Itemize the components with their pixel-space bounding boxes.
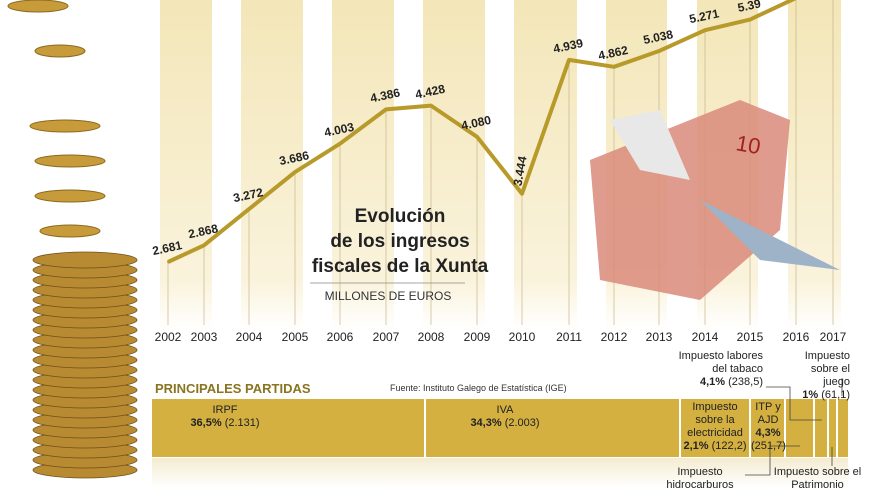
data-label: 4.862 (597, 43, 630, 63)
breakdown-segment (751, 399, 784, 457)
title-line-2: de los ingresos (330, 231, 469, 252)
x-tick-label: 2011 (556, 330, 582, 344)
data-point (568, 58, 570, 61)
data-label: 4.386 (369, 85, 402, 105)
x-tick-label: 2006 (327, 330, 354, 344)
coin (29, 119, 101, 133)
label-electricidad: Impuesto sobre la electricidad 2,1% (122,… (683, 401, 747, 452)
x-tick-label: 2005 (282, 330, 309, 344)
coin (32, 251, 138, 269)
subtitle: MILLONES DE EUROS (325, 289, 452, 303)
x-tick-label: 2007 (373, 330, 400, 344)
coin (34, 154, 106, 168)
title-line-3: fiscales de la Xunta (312, 256, 489, 277)
data-point (248, 208, 250, 211)
column-band (160, 0, 212, 330)
data-point (339, 142, 341, 145)
title-line-1: Evolución (355, 206, 446, 227)
data-label: 4.939 (552, 36, 585, 56)
data-point (167, 261, 169, 263)
data-label: 3.686 (278, 148, 311, 168)
x-tick-label: 2017 (820, 330, 847, 344)
label-patrimonio: Impuesto sobre el Patrimonio (773, 466, 862, 491)
data-point (385, 108, 387, 111)
data-point (658, 50, 660, 53)
leader-line (766, 386, 822, 421)
svg-text:10: 10 (734, 130, 762, 159)
label-juego: Impuesto sobre el juego 1% (61,1) (802, 350, 850, 401)
x-tick-label: 2002 (155, 330, 182, 344)
data-label: 2.681 (151, 238, 184, 258)
coin (39, 224, 101, 238)
x-tick-label: 2008 (418, 330, 445, 344)
leader-line (745, 445, 800, 476)
data-label: 5.39 (736, 0, 762, 15)
breakdown-title: PRINCIPALES PARTIDAS (155, 381, 311, 396)
data-point (704, 29, 706, 32)
data-point (476, 135, 478, 138)
data-label: 4.003 (323, 120, 356, 140)
coin (7, 0, 69, 13)
data-label: 3.272 (232, 185, 265, 205)
data-point (613, 65, 615, 68)
coin-stack-illustration (7, 0, 138, 479)
x-tick-label: 2004 (236, 330, 263, 344)
x-tick-label: 2013 (646, 330, 673, 344)
breakdown-segment (426, 399, 679, 457)
data-point (521, 192, 523, 195)
breakdown-segment (815, 399, 827, 457)
data-label: 5.271 (688, 6, 721, 26)
label-hidrocarburos: Impuesto hidrocarburos (666, 466, 734, 491)
breakdown-segment (829, 399, 836, 457)
coin (34, 189, 106, 203)
x-tick-label: 2009 (464, 330, 491, 344)
data-label: 2.868 (187, 221, 220, 241)
x-tick-label: 2012 (601, 330, 628, 344)
x-tick-label: 2015 (737, 330, 764, 344)
label-irpf: IRPF 36,5% (2.131) (190, 404, 260, 429)
column-band (332, 0, 394, 330)
data-label: 5.038 (642, 27, 675, 47)
column-band (423, 0, 485, 330)
label-iva: IVA 34,3% (2.003) (470, 404, 540, 429)
data-label: 3.444 (511, 155, 530, 187)
breakdown-segment (681, 399, 749, 457)
source-note: Fuente: Instituto Galego de Estatística … (390, 383, 567, 393)
data-point (203, 244, 205, 247)
column-band (788, 0, 841, 330)
x-tick-label: 2003 (191, 330, 218, 344)
data-label: 4.428 (414, 82, 447, 102)
x-tick-label: 2016 (783, 330, 810, 344)
breakdown-segment (786, 399, 813, 457)
column-band (241, 0, 303, 330)
coin (34, 44, 86, 58)
x-tick-label: 2010 (509, 330, 536, 344)
label-itp: ITP y AJD 4,3% (251,7) (751, 401, 786, 452)
breakdown-segment (838, 399, 848, 457)
data-point (294, 171, 296, 174)
breakdown-segment (152, 399, 424, 457)
banknote-plane-illustration: 10 (590, 100, 840, 300)
data-point (749, 18, 751, 21)
column-band (514, 0, 577, 330)
label-tabaco: Impuesto labores del tabaco 4,1% (238,5) (678, 350, 763, 388)
data-label: 4.080 (460, 113, 493, 133)
data-point (430, 104, 432, 107)
x-tick-label: 2014 (692, 330, 719, 344)
